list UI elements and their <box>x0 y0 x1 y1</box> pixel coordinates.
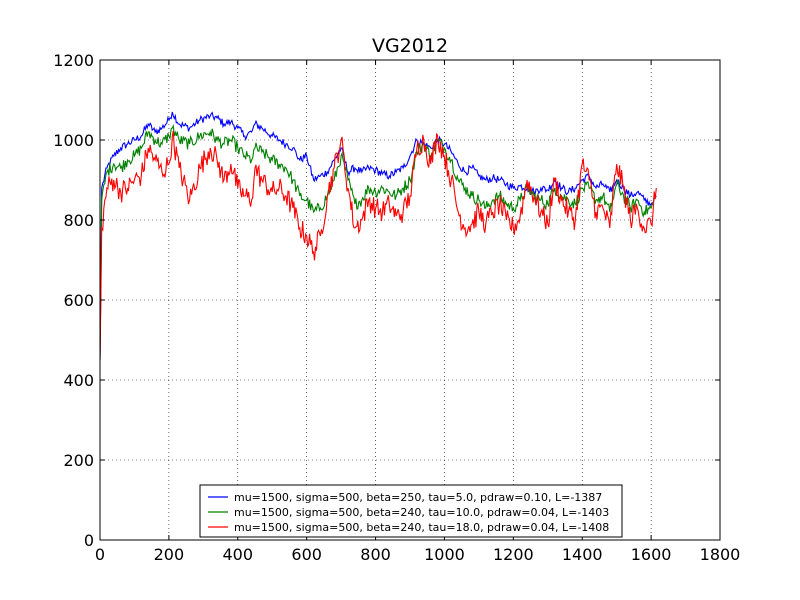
axis-ticks: 0 200 400 600 800 1000 1200 1400 1600 1800 0 200 400… <box>53 51 740 564</box>
y-tick-label: 1000 <box>53 131 94 150</box>
x-tick-label: 0 <box>95 545 105 564</box>
legend: mu=1500, sigma=500, beta=250, tau=5.0, p… <box>199 484 623 538</box>
series-line-1 <box>100 111 657 361</box>
x-tick-label: 1000 <box>424 545 465 564</box>
x-tick-label: 200 <box>154 545 185 564</box>
y-tick-label: 200 <box>63 451 94 470</box>
x-tick-label: 1600 <box>631 545 672 564</box>
series-line-2 <box>100 124 657 361</box>
legend-box <box>199 484 623 538</box>
grid-lines <box>99 59 721 541</box>
y-tick-label: 1200 <box>53 51 94 70</box>
x-tick-label: 600 <box>291 545 322 564</box>
y-tick-label: 0 <box>84 531 94 550</box>
legend-label-1: mu=1500, sigma=500, beta=250, tau=5.0, p… <box>234 491 602 504</box>
series-layer <box>100 111 657 361</box>
chart-title: VG2012 <box>372 35 448 57</box>
y-tick-label: 800 <box>63 211 94 230</box>
series-line-3 <box>100 130 657 361</box>
x-tick-label: 800 <box>360 545 391 564</box>
y-tick-label: 600 <box>63 291 94 310</box>
legend-label-2: mu=1500, sigma=500, beta=240, tau=10.0, … <box>234 506 609 519</box>
legend-label-3: mu=1500, sigma=500, beta=240, tau=18.0, … <box>234 521 609 534</box>
x-tick-label: 1800 <box>700 545 741 564</box>
x-tick-label: 1400 <box>562 545 603 564</box>
x-tick-label: 1200 <box>493 545 534 564</box>
y-tick-label: 400 <box>63 371 94 390</box>
x-tick-label: 400 <box>223 545 254 564</box>
